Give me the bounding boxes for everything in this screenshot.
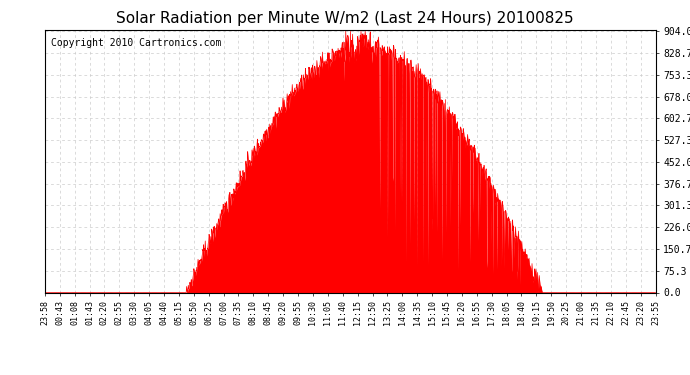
Text: Solar Radiation per Minute W/m2 (Last 24 Hours) 20100825: Solar Radiation per Minute W/m2 (Last 24… [116,11,574,26]
Text: Copyright 2010 Cartronics.com: Copyright 2010 Cartronics.com [51,38,221,48]
